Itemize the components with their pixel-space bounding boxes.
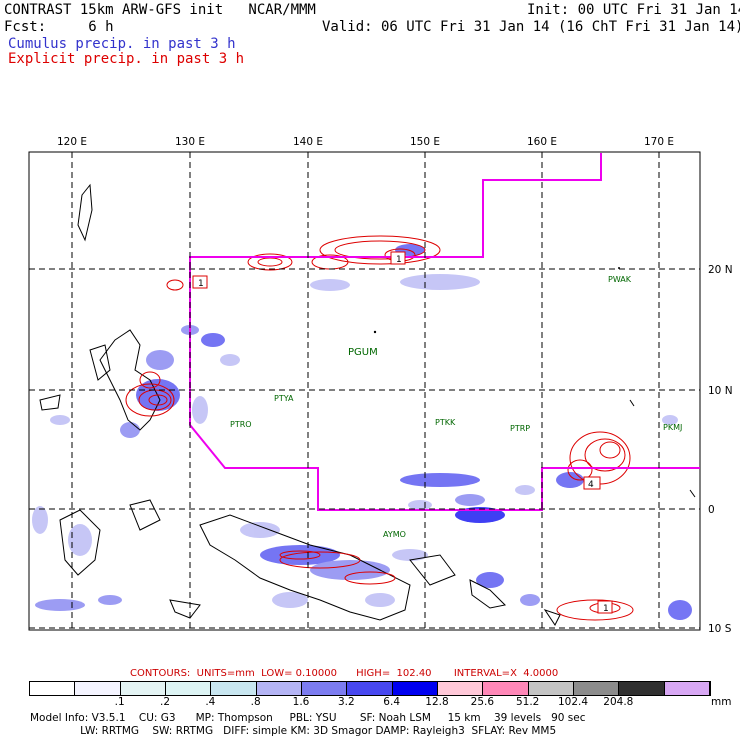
contour-label-1: 1 xyxy=(198,279,204,289)
contour-label-2: 1 xyxy=(396,255,402,265)
colorbar-segment xyxy=(120,682,166,695)
cumulus-precip-areas xyxy=(32,244,692,620)
colorbar-label: 3.2 xyxy=(337,696,355,708)
colorbar-segment xyxy=(392,682,438,695)
station-pkmj: PKMJ xyxy=(663,423,682,432)
forecast-hour: Fcst: 6 h xyxy=(4,19,114,35)
lat-axis-labels: 20 N 10 N 0 10 S xyxy=(708,264,733,635)
station-aymo: AYMO xyxy=(383,530,406,539)
colorbar-segment xyxy=(30,682,76,695)
chart-title: CONTRAST 15km ARW-GFS init NCAR/MMM xyxy=(4,2,316,18)
colorbar-unit: mm xyxy=(711,696,732,708)
colorbar-label: 51.2 xyxy=(515,696,540,708)
lon-label-170: 170 E xyxy=(644,136,674,148)
contours-units: UNITS=mm xyxy=(196,668,255,679)
colorbar-labels: .1 .2 .4 .8 1.6 3.2 6.4 12.8 25.6 51.2 102.4 204.8 m… xyxy=(29,696,732,708)
colorbar-segment xyxy=(528,682,574,695)
station-ptya: PTYA xyxy=(274,394,294,403)
lat-label-20n: 20 N xyxy=(708,264,733,276)
lon-label-150: 150 E xyxy=(410,136,440,148)
contour-info: CONTOURS: UNITS=mm LOW= 0.10000 HIGH= 10… xyxy=(130,668,558,679)
contour-label-4: 1 xyxy=(603,604,609,614)
station-labels: PWAK PGUM PTYA PTRO PTKK PTRP PKMJ AYMO xyxy=(230,275,682,539)
colorbar-segment xyxy=(165,682,212,695)
explicit-precip-contours xyxy=(125,235,634,621)
colorbar-segment xyxy=(664,682,710,695)
colorbar-label: 6.4 xyxy=(383,696,401,708)
colorbar-label: .4 xyxy=(205,696,216,708)
lon-label-160: 160 E xyxy=(527,136,557,148)
map-frame xyxy=(28,151,701,631)
colorbar-segment xyxy=(256,682,302,695)
station-ptkk: PTKK xyxy=(435,418,456,427)
colorbar-label: 102.4 xyxy=(557,696,589,708)
lon-label-130: 130 E xyxy=(175,136,205,148)
colorbar-segment xyxy=(75,682,121,695)
contour-label-boxes: 1 1 4 1 xyxy=(192,251,613,614)
lat-lon-grid xyxy=(29,152,700,630)
cumulus-legend: Cumulus precip. in past 3 h xyxy=(8,36,236,52)
colorbar-label: .1 xyxy=(114,696,125,708)
lon-axis-labels: 120 E 130 E 140 E 150 E 160 E 170 E xyxy=(57,136,674,148)
colorbar-segment xyxy=(347,682,393,695)
model-info-line1: Model Info: V3.5.1 CU: G3 MP: Thompson P… xyxy=(30,712,586,724)
colorbar-label: 12.8 xyxy=(425,696,449,708)
station-dots xyxy=(373,267,620,334)
colorbar-segment xyxy=(619,682,665,695)
contours-interval: INTERVAL=X 4.0000 xyxy=(453,668,559,679)
colorbar-segment xyxy=(573,682,620,695)
lon-label-120: 120 E xyxy=(57,136,87,148)
explicit-legend: Explicit precip. in past 3 h xyxy=(8,51,245,67)
contours-high: HIGH= 102.40 xyxy=(356,668,432,679)
colorbar-segment xyxy=(483,682,529,695)
init-time: Init: 00 UTC Fri 31 Jan 14 xyxy=(527,2,740,18)
coastlines xyxy=(39,183,696,626)
colorbar-label: .8 xyxy=(250,696,261,708)
region-boundary xyxy=(189,153,700,511)
lat-label-0: 0 xyxy=(708,504,715,516)
contours-low: LOW= 0.10000 xyxy=(261,668,337,679)
colorbar-segment xyxy=(211,682,257,695)
station-pgum: PGUM xyxy=(348,347,378,358)
colorbar-label: .2 xyxy=(159,696,171,708)
colorbar-label: 25.6 xyxy=(470,696,495,708)
lat-label-10s: 10 S xyxy=(708,623,732,635)
lon-label-140: 140 E xyxy=(293,136,323,148)
colorbar-label: 1.6 xyxy=(292,696,310,708)
colorbar-segment xyxy=(437,682,484,695)
station-pwak: PWAK xyxy=(608,275,632,284)
station-ptro: PTRO xyxy=(230,420,252,429)
colorbar-label: 204.8 xyxy=(603,696,634,708)
lat-label-10n: 10 N xyxy=(708,385,733,397)
valid-time: Valid: 06 UTC Fri 31 Jan 14 (16 ChT Fri … xyxy=(322,19,740,35)
colorbar-segment xyxy=(301,682,348,695)
station-ptrp: PTRP xyxy=(510,424,530,433)
model-info-line2: LW: RRTMG SW: RRTMG DIFF: simple KM: 3D … xyxy=(30,725,557,737)
precip-colorbar xyxy=(29,681,711,696)
contours-label: CONTOURS: xyxy=(130,668,191,679)
contour-label-3: 4 xyxy=(588,480,594,490)
